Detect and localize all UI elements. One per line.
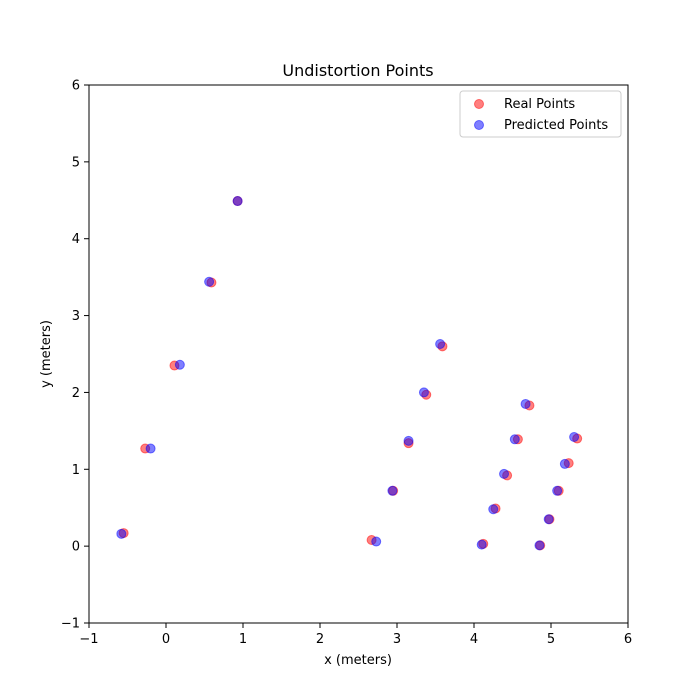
point-predicted-points	[534, 540, 545, 551]
x-axis: −1 0 1 2 3 4 5 6	[79, 623, 632, 647]
y-tick-label: −1	[61, 617, 80, 632]
point-predicted-points	[232, 196, 243, 207]
x-axis-label: x (meters)	[324, 653, 392, 668]
point-predicted-points	[204, 276, 215, 287]
x-tick-label: 2	[316, 632, 324, 647]
legend-marker-real-points	[474, 99, 484, 109]
point-predicted-points	[552, 485, 563, 496]
y-axis-label: y (meters)	[39, 320, 54, 388]
y-tick-label: 2	[72, 386, 80, 401]
legend-marker-predicted-points	[474, 120, 484, 130]
x-tick-label: −1	[79, 632, 98, 647]
point-predicted-points	[543, 514, 554, 525]
x-tick-label: 5	[547, 632, 555, 647]
x-tick-label: 0	[162, 632, 170, 647]
legend-label-real-points: Real Points	[504, 97, 575, 112]
x-tick-label: 4	[470, 632, 478, 647]
point-predicted-points	[371, 536, 382, 547]
plot-frame	[88, 84, 629, 624]
x-tick-label: 1	[239, 632, 247, 647]
legend-box	[459, 90, 622, 138]
legend: Real Points Predicted Points	[459, 90, 622, 138]
y-tick-label: 6	[72, 79, 80, 94]
point-predicted-points	[403, 435, 414, 446]
legend-label-predicted-points: Predicted Points	[504, 118, 608, 133]
point-predicted-points	[174, 359, 185, 370]
point-predicted-points	[520, 398, 531, 409]
point-predicted-points	[476, 539, 487, 550]
point-predicted-points	[569, 432, 580, 443]
point-predicted-points	[509, 434, 520, 445]
point-predicted-points	[559, 458, 570, 469]
y-tick-label: 1	[72, 463, 80, 478]
y-tick-label: 0	[72, 540, 80, 555]
point-predicted-points	[387, 485, 398, 496]
y-tick-label: 5	[72, 155, 80, 170]
point-predicted-points	[418, 387, 429, 398]
point-predicted-points	[435, 339, 446, 350]
y-tick-label: 3	[72, 309, 80, 324]
x-tick-label: 3	[393, 632, 401, 647]
y-axis: −1 0 1 2 3 4 5 6	[61, 79, 89, 632]
point-predicted-points	[145, 443, 156, 454]
point-predicted-points	[499, 468, 510, 479]
y-tick-label: 4	[72, 232, 80, 247]
point-predicted-points	[488, 504, 499, 515]
points-layer	[116, 196, 583, 551]
x-tick-label: 6	[624, 632, 632, 647]
chart-title: Undistortion Points	[282, 61, 433, 80]
point-predicted-points	[116, 528, 127, 539]
